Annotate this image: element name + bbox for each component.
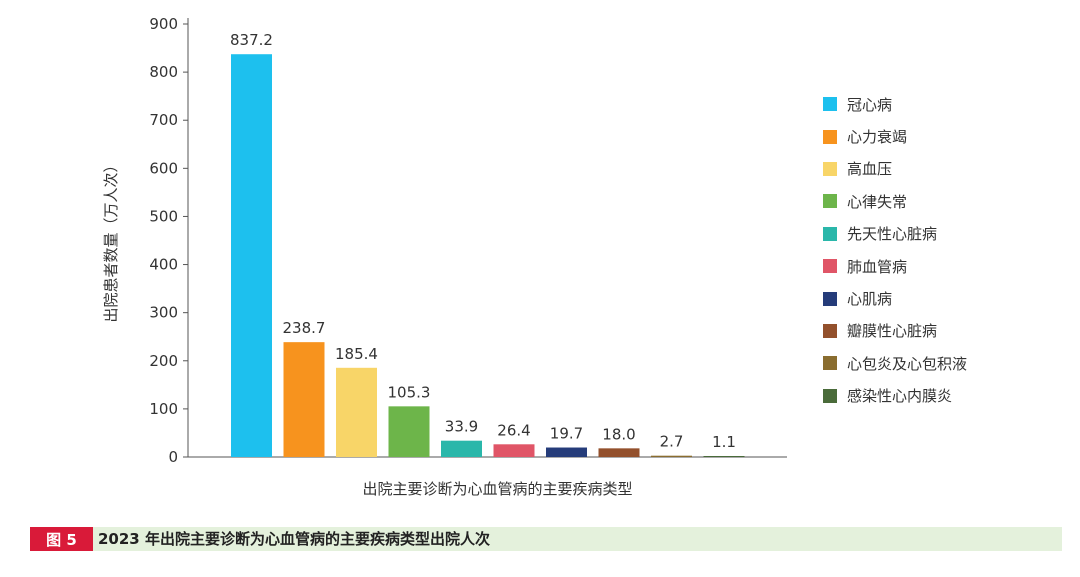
y-tick-label: 800 (149, 63, 178, 81)
legend-label: 冠心病 (847, 95, 893, 114)
chart-legend: 冠心病心力衰竭高血压心律失常先天性心脏病 肺血管病心肌病瓣膜性心脏病心包炎及心包积… (823, 88, 967, 412)
bar-7 (546, 447, 587, 457)
y-tick-label: 700 (149, 111, 178, 129)
figure-number-badge: 图 5 (30, 527, 93, 551)
y-tick-label: 500 (149, 207, 178, 225)
y-tick-label: 400 (149, 256, 178, 274)
legend-swatch (823, 226, 837, 241)
bar-1 (231, 54, 272, 458)
data-label-8: 18.0 (602, 425, 635, 443)
y-tick-label: 600 (149, 159, 178, 177)
bar-chart: 0 100 200 300 400 500 600 700 800 900 837.2 238.7 18… (102, 15, 787, 498)
data-label-2: 238.7 (283, 319, 326, 337)
x-axis-title: 出院主要诊断为心血管病的主要疾病类型 (362, 480, 632, 498)
y-axis-title: 出院患者数量（万人次） (102, 157, 120, 322)
data-label-10: 1.1 (712, 433, 736, 451)
legend-item: 心包炎及心包积液 (823, 347, 967, 379)
bar-4 (388, 406, 430, 457)
legend-swatch (823, 259, 837, 274)
legend-label: 肺血管病 (847, 257, 908, 276)
legend-item: 心律失常 (823, 185, 967, 217)
legend-swatch (823, 129, 837, 144)
legend-label: 心肌病 (847, 290, 893, 309)
y-tick-label: 300 (149, 304, 178, 322)
legend-label: 高血压 (847, 160, 893, 179)
bar-3 (336, 367, 377, 457)
data-label-6: 26.4 (497, 421, 530, 439)
bar-8 (598, 448, 640, 457)
legend-label: 先天性心脏病 (847, 225, 938, 244)
y-tick-label: 900 (149, 15, 178, 33)
legend-label: 感染性心内膜炎 (847, 387, 953, 406)
bar-5 (441, 440, 482, 457)
bar-6 (493, 444, 535, 457)
legend-swatch (823, 291, 837, 306)
legend-item: 瓣膜性心脏病 (823, 315, 967, 347)
legend-item: 先天性心脏病 (823, 218, 967, 250)
data-label-7: 19.7 (550, 425, 583, 443)
legend-swatch (823, 97, 837, 112)
bar-2 (283, 342, 325, 457)
data-label-3: 185.4 (335, 345, 378, 363)
y-tick-label: 100 (149, 400, 178, 418)
legend-item: 感染性心内膜炎 (823, 380, 967, 412)
legend-swatch (823, 323, 837, 338)
figure-caption-text: 2023 年出院主要诊断为心血管病的主要疾病类型出院人次 (98, 530, 490, 548)
legend-swatch (823, 388, 837, 403)
legend-label: 瓣膜性心脏病 (847, 322, 938, 341)
data-label-5: 33.9 (445, 418, 478, 436)
figure-caption: 图 5 2023 年出院主要诊断为心血管病的主要疾病类型出院人次 (30, 527, 1062, 551)
legend-swatch (823, 356, 837, 371)
y-tick-label: 0 (168, 448, 178, 466)
legend-item: 心力衰竭 (823, 120, 967, 152)
y-tick-label: 200 (149, 352, 178, 370)
data-label-1: 837.2 (230, 31, 273, 49)
data-label-4: 105.3 (388, 383, 431, 401)
legend-item: 肺血管病 (823, 250, 967, 282)
legend-item: 高血压 (823, 153, 967, 185)
legend-item: 冠心病 (823, 88, 967, 120)
bar-9 (651, 455, 692, 457)
legend-item: 心肌病 (823, 282, 967, 314)
data-label-9: 2.7 (660, 433, 684, 451)
bar-10 (703, 456, 745, 457)
legend-label: 心包炎及心包积液 (847, 354, 968, 373)
legend-swatch (823, 194, 837, 209)
legend-label: 心力衰竭 (847, 128, 908, 147)
legend-label: 心律失常 (847, 192, 908, 211)
legend-swatch (823, 161, 837, 176)
